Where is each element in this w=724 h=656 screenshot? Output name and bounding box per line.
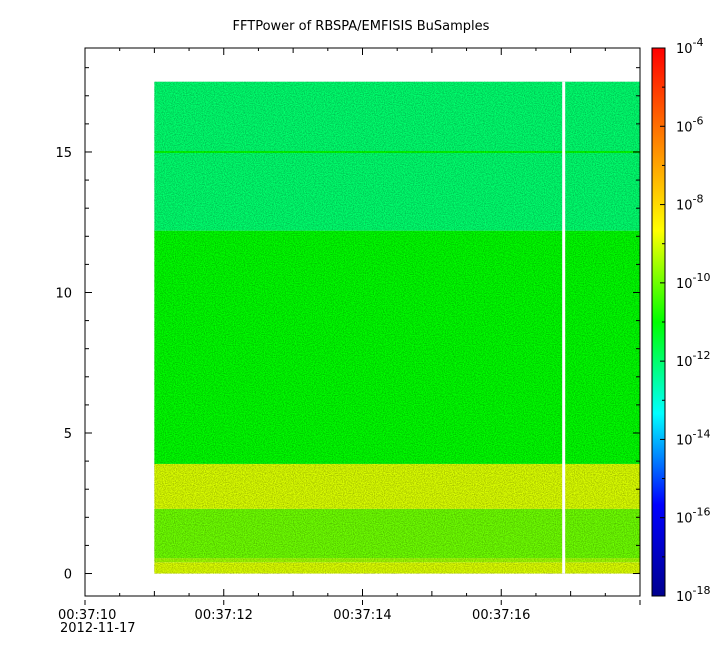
chart-title: FFTPower of RBSPA/EMFISIS BuSamples	[233, 19, 490, 34]
heatmap-noise-texture	[154, 81, 640, 574]
y-axis: 0 5 10 15	[55, 67, 640, 583]
colorbar-tick-label: 10-4	[676, 36, 704, 57]
colorbar-tick-label: 10-16	[676, 506, 711, 527]
colorbar-tick-label: 10-18	[676, 584, 711, 605]
y-tick-label: 0	[64, 568, 72, 583]
colorbar-tick-label: 10-6	[676, 114, 704, 135]
colorbar-tick-label: 10-10	[676, 271, 711, 292]
spectrogram-heatmap	[154, 81, 640, 574]
x-tick-label: 00:37:10	[58, 608, 116, 623]
x-tick-label: 00:37:16	[472, 608, 530, 623]
y-tick-label: 10	[55, 286, 72, 301]
x-tick-label: 00:37:14	[333, 608, 391, 623]
y-tick-label: 15	[55, 146, 72, 161]
x-tick-label: 00:37:12	[195, 608, 253, 623]
data-gap	[562, 81, 566, 574]
x-axis: 00:37:10 00:37:12 00:37:14 00:37:16	[58, 48, 641, 623]
colorbar-tick-label: 10-8	[676, 193, 704, 214]
y-tick-label: 5	[64, 427, 72, 442]
x-axis-date-label: 2012-11-17	[60, 621, 136, 636]
colorbar-axis: 10-4 10-6 10-8 10-10 10-12 10-14 10-16 10-18	[660, 36, 711, 605]
colorbar-tick-label: 10-14	[676, 427, 711, 448]
colorbar-tick-label: 10-12	[676, 349, 711, 370]
